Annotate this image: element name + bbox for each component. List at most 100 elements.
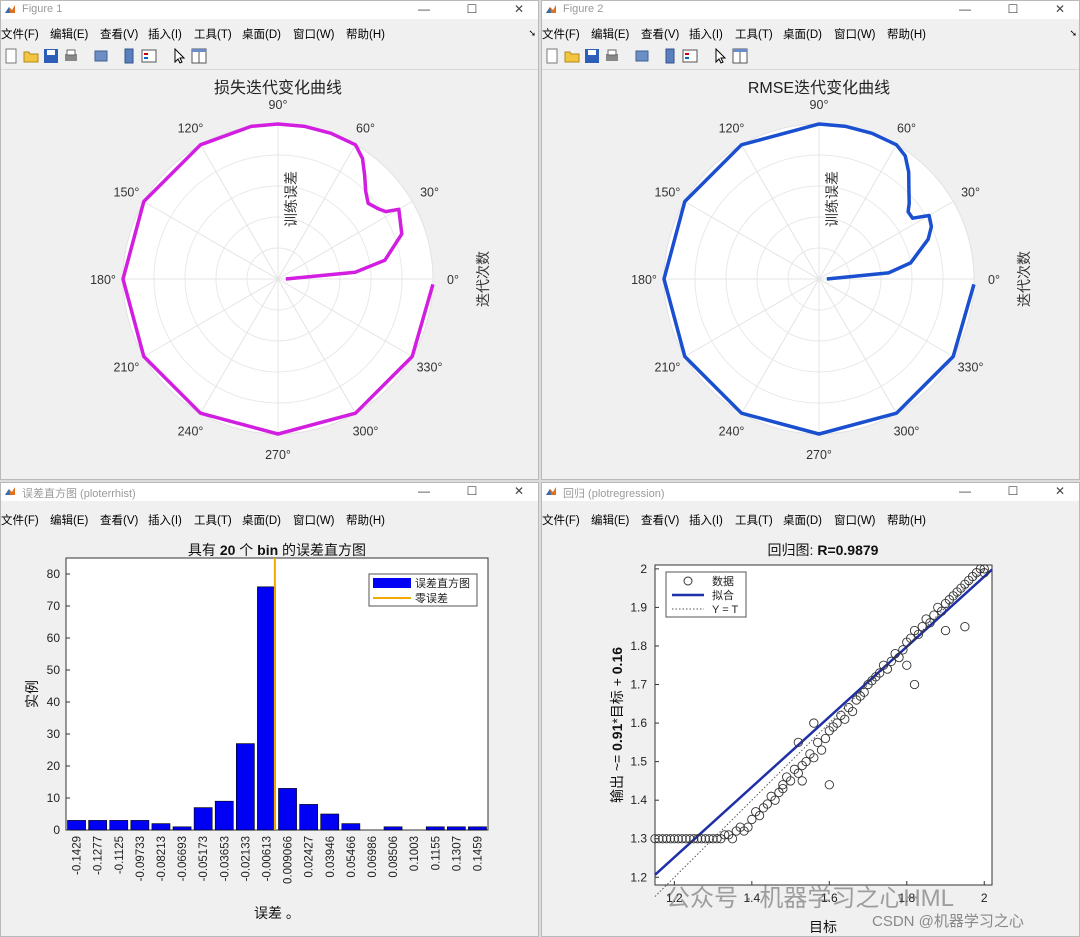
print-icon[interactable]: [604, 48, 620, 64]
x-tick-label: 0.03946: [325, 836, 337, 878]
new-file-icon[interactable]: [3, 48, 19, 64]
link-plot-icon[interactable]: [121, 48, 137, 64]
menu-item[interactable]: 编辑(E): [50, 29, 89, 41]
minimize-button[interactable]: —: [959, 484, 971, 498]
close-button[interactable]: ✕: [513, 484, 525, 498]
x-tick-label: 0.1155: [430, 836, 442, 870]
maximize-button[interactable]: ☐: [466, 484, 478, 498]
figure3-titlebar[interactable]: 误差直方图 (ploterrhist) — ☐ ✕: [1, 483, 538, 501]
menu-item[interactable]: 窗口(W): [293, 515, 335, 527]
close-button[interactable]: ✕: [513, 2, 525, 16]
menu-item[interactable]: 桌面(D): [242, 515, 281, 527]
figure4-titlebar[interactable]: 回归 (plotregression) — ☐ ✕: [542, 483, 1079, 501]
menu-item[interactable]: 查看(V): [641, 515, 680, 527]
menu-item[interactable]: 查看(V): [100, 29, 139, 41]
angle-tick-label: 30°: [961, 186, 980, 200]
figure2-titlebar[interactable]: Figure 2 — ☐ ✕: [542, 1, 1079, 19]
menu-item[interactable]: 编辑(E): [591, 515, 630, 527]
menu-item[interactable]: 帮助(H): [346, 29, 385, 41]
menu-item[interactable]: 帮助(H): [887, 29, 926, 41]
x-tick-label: 0.1307: [451, 836, 463, 871]
menu-item[interactable]: 文件(F): [1, 515, 39, 527]
y-tick-label: 0: [53, 823, 60, 837]
menu-item[interactable]: 插入(I): [148, 515, 182, 527]
maximize-button[interactable]: ☐: [1007, 484, 1019, 498]
minimize-button[interactable]: —: [418, 2, 430, 16]
data-point: [801, 756, 811, 767]
new-file-icon[interactable]: [544, 48, 560, 64]
histogram-bar: [257, 586, 276, 831]
menu-item[interactable]: 插入(I): [689, 29, 723, 41]
menu-item[interactable]: 工具(T): [735, 515, 773, 527]
open-folder-icon[interactable]: [564, 48, 580, 64]
menu-item[interactable]: 桌面(D): [783, 29, 822, 41]
print-icon[interactable]: [63, 48, 79, 64]
pointer-icon[interactable]: [171, 48, 187, 64]
data-point: [894, 652, 904, 663]
property-editor-icon[interactable]: [732, 48, 748, 64]
close-button[interactable]: ✕: [1054, 2, 1066, 16]
data-point: [747, 814, 757, 825]
menu-item[interactable]: 工具(T): [194, 515, 232, 527]
menu-item[interactable]: 查看(V): [641, 29, 680, 41]
maximize-button[interactable]: ☐: [466, 2, 478, 16]
window-title: Figure 1: [22, 3, 63, 15]
histogram-bar: [88, 820, 107, 831]
menu-item[interactable]: 编辑(E): [50, 515, 89, 527]
menu-item[interactable]: 查看(V): [100, 515, 139, 527]
print-preview-icon[interactable]: [93, 48, 109, 64]
property-editor-icon[interactable]: [191, 48, 207, 64]
legend-label: 零误差: [415, 591, 448, 605]
link-plot-icon[interactable]: [662, 48, 678, 64]
x-tick-label: 1.6: [821, 891, 838, 905]
insert-legend-icon[interactable]: [682, 48, 698, 64]
window-title: 回归 (plotregression): [563, 488, 665, 500]
menu-item[interactable]: 窗口(W): [834, 29, 876, 41]
menu-item[interactable]: 窗口(W): [834, 515, 876, 527]
save-icon[interactable]: [584, 48, 600, 64]
insert-legend-icon[interactable]: [141, 48, 157, 64]
menu-item[interactable]: 帮助(H): [346, 515, 385, 527]
menu-item[interactable]: 编辑(E): [591, 29, 630, 41]
data-point: [875, 668, 885, 678]
menu-item[interactable]: 帮助(H): [887, 515, 926, 527]
x-tick-label: 0.06986: [367, 836, 379, 878]
menubar-overflow-icon[interactable]: ➘: [1069, 28, 1077, 38]
menu-item[interactable]: 工具(T): [194, 29, 232, 41]
minimize-button[interactable]: —: [959, 2, 971, 16]
save-icon[interactable]: [43, 48, 59, 64]
data-point: [692, 834, 703, 844]
menu-item[interactable]: 文件(F): [542, 515, 580, 527]
data-point: [832, 718, 842, 728]
menu-item[interactable]: 窗口(W): [293, 29, 335, 41]
print-preview-icon[interactable]: [634, 48, 650, 64]
watermark-main: 公众号 · 机器学习之心HML: [666, 885, 954, 912]
menu-item[interactable]: 插入(I): [148, 29, 182, 41]
figure1-titlebar[interactable]: Figure 1 — ☐ ✕: [1, 1, 538, 19]
pointer-icon[interactable]: [712, 48, 728, 64]
angle-tick-label: 150°: [655, 186, 681, 200]
data-point: [797, 776, 807, 786]
data-point: [859, 687, 869, 697]
x-tick-label: -0.00613: [261, 836, 273, 881]
data-point: [778, 780, 788, 790]
menu-item[interactable]: 文件(F): [1, 29, 39, 41]
data-point: [913, 629, 924, 640]
x-tick-label: -0.06693: [177, 836, 189, 881]
x-tick-label: -0.08213: [156, 836, 168, 881]
menu-item[interactable]: 插入(I): [689, 515, 723, 527]
menu-item[interactable]: 文件(F): [542, 29, 580, 41]
menubar-overflow-icon[interactable]: ➘: [528, 28, 536, 38]
data-point: [669, 834, 680, 844]
menu-item[interactable]: 工具(T): [735, 29, 773, 41]
minimize-button[interactable]: —: [418, 484, 430, 498]
series-line: [121, 122, 435, 436]
histogram-bar: [236, 743, 255, 831]
menu-item[interactable]: 桌面(D): [242, 29, 281, 41]
menu-item[interactable]: 桌面(D): [783, 515, 822, 527]
x-tick-label: 0.1003: [409, 836, 421, 871]
open-folder-icon[interactable]: [23, 48, 39, 64]
series-line: [662, 122, 976, 436]
close-button[interactable]: ✕: [1054, 484, 1066, 498]
maximize-button[interactable]: ☐: [1007, 2, 1019, 16]
